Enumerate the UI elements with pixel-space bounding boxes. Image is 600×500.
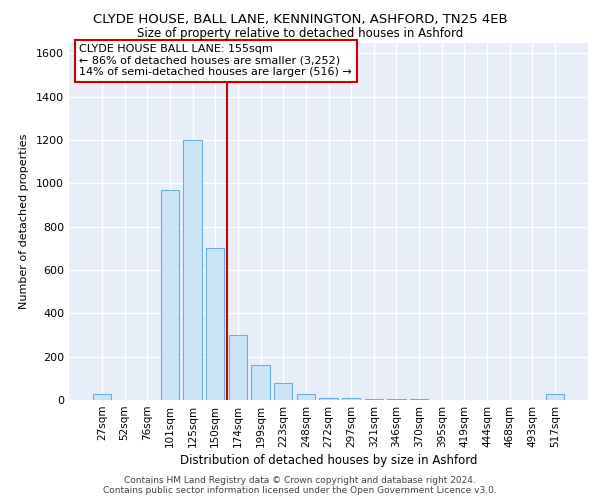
Bar (546, 394, 565, 400)
Bar (342, 398, 361, 400)
Bar (229, 335, 247, 400)
Bar (296, 394, 315, 400)
Bar (161, 190, 179, 400)
Bar (206, 248, 224, 400)
X-axis label: Distribution of detached houses by size in Ashford: Distribution of detached houses by size … (180, 454, 477, 467)
Text: Size of property relative to detached houses in Ashford: Size of property relative to detached ho… (137, 26, 463, 40)
Bar (274, 382, 292, 400)
Bar (183, 140, 202, 400)
Bar (365, 399, 383, 400)
Y-axis label: Number of detached properties: Number of detached properties (19, 134, 29, 309)
Text: Contains HM Land Registry data © Crown copyright and database right 2024.
Contai: Contains HM Land Registry data © Crown c… (103, 476, 497, 495)
Bar (319, 398, 338, 400)
Text: CLYDE HOUSE BALL LANE: 155sqm
← 86% of detached houses are smaller (3,252)
14% o: CLYDE HOUSE BALL LANE: 155sqm ← 86% of d… (79, 44, 352, 78)
Bar (92, 394, 111, 400)
Text: CLYDE HOUSE, BALL LANE, KENNINGTON, ASHFORD, TN25 4EB: CLYDE HOUSE, BALL LANE, KENNINGTON, ASHF… (92, 12, 508, 26)
Bar (387, 399, 406, 400)
Bar (251, 366, 270, 400)
